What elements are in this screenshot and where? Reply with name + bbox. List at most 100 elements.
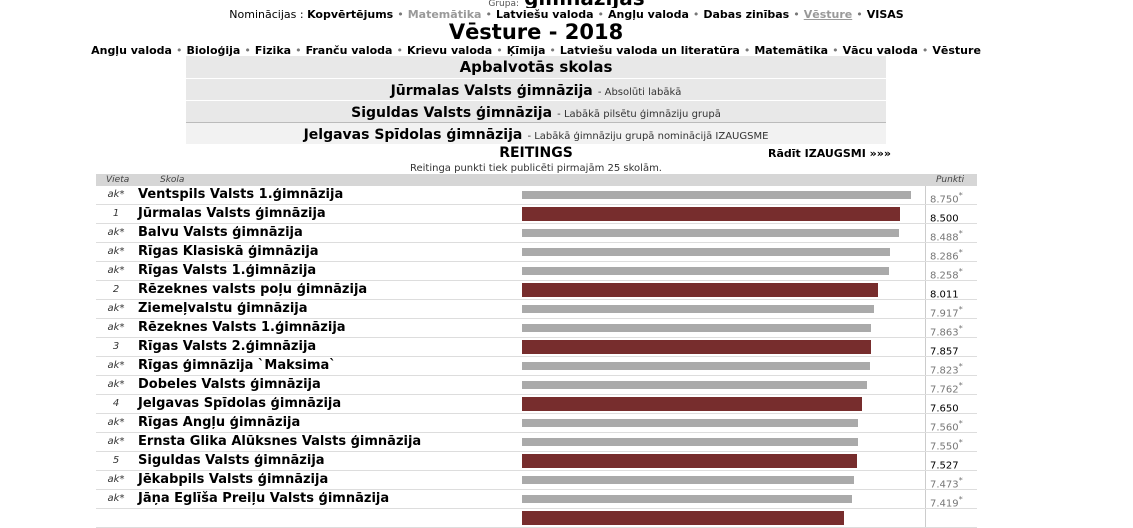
- table-row: ak* Ziemeļvalstu ģimnāzija 7.917*: [96, 300, 977, 319]
- school-name-cell[interactable]: Rēzeknes valsts poļu ģimnāzija: [138, 282, 368, 297]
- separator-dot: •: [244, 44, 251, 57]
- separator-dot: •: [856, 8, 863, 21]
- school-name-cell[interactable]: Jāņa Eglīša Preiļu Valsts ģimnāzija: [138, 491, 390, 506]
- page-title: Vēsture - 2018: [448, 20, 624, 44]
- points-cell: 7.762*: [925, 376, 977, 395]
- award-school-name[interactable]: Jelgavas Spīdolas ģimnāzija: [303, 127, 523, 143]
- school-name-cell[interactable]: Rīgas Valsts 1.ģimnāzija: [138, 263, 317, 278]
- table-row: ak* Balvu Valsts ģimnāzija 8.488*: [96, 224, 977, 243]
- school-name-cell[interactable]: Ventspils Valsts 1.ģimnāzija: [138, 187, 344, 202]
- table-row: ak* Rīgas Angļu ģimnāzija 7.560*: [96, 414, 977, 433]
- subjects-nav: Angļu valoda • Bioloģija • Fizika • Franču val…: [0, 44, 1072, 57]
- score-bar: [522, 476, 854, 484]
- subject-link[interactable]: Latviešu valoda un literatūra: [559, 44, 740, 57]
- nomination-link-kopvertejums[interactable]: Kopvērtējums: [307, 8, 394, 21]
- school-name-cell[interactable]: Rīgas ģimnāzija `Maksima`: [138, 358, 336, 373]
- table-row: ak* Jēkabpils Valsts ģimnāzija 7.473*: [96, 471, 977, 490]
- school-name-cell[interactable]: Jūrmalas Valsts ģimnāzija: [138, 206, 326, 221]
- rank-cell: ak*: [96, 490, 136, 508]
- award-item: Siguldas Valsts ģimnāzija - Labākā pilsē…: [186, 100, 886, 122]
- school-name-cell[interactable]: Jēkabpils Valsts ģimnāzija: [138, 472, 329, 487]
- school-name-cell[interactable]: Rēzeknes Valsts 1.ģimnāzija: [138, 320, 346, 335]
- rank-cell: ak*: [96, 471, 136, 489]
- table-row: ak* Jāņa Eglīša Preiļu Valsts ģimnāzija 7.…: [96, 490, 977, 509]
- subject-link[interactable]: Fizika: [254, 44, 292, 57]
- nomination-link-visas[interactable]: VISAS: [866, 8, 904, 21]
- rank-cell: ak*: [96, 414, 136, 432]
- awarded-schools-title: Apbalvotās skolas: [459, 58, 613, 76]
- school-name-cell[interactable]: Balvu Valsts ģimnāzija: [138, 225, 303, 240]
- table-row: 1 Jūrmalas Valsts ģimnāzija 8.500: [96, 205, 977, 224]
- rank-cell: ak*: [96, 433, 136, 451]
- rank-cell: ak*: [96, 376, 136, 394]
- nomination-link-vesture[interactable]: Vēsture: [803, 8, 853, 21]
- rating-table: Vieta Skola Punkti ak* Ventspils Valsts 1…: [96, 174, 977, 528]
- school-name-cell[interactable]: Rīgas Angļu ģimnāzija: [138, 415, 301, 430]
- points-value: 7.863: [930, 327, 959, 339]
- estimate-star: *: [958, 304, 963, 314]
- score-bar: [522, 362, 870, 370]
- points-cell: 8.286*: [925, 243, 977, 262]
- separator-dot: •: [692, 8, 700, 21]
- group-label: Grupa:: [488, 0, 520, 8]
- separator-dot: •: [832, 44, 839, 57]
- school-name-cell[interactable]: Jelgavas Spīdolas ģimnāzija: [138, 396, 342, 411]
- points-cell: 7.560*: [925, 414, 977, 433]
- estimate-star: *: [958, 418, 963, 428]
- score-bar: [522, 397, 862, 411]
- nomination-link-anglu-valoda[interactable]: Angļu valoda: [608, 8, 689, 21]
- table-row: ak* Rīgas ģimnāzija `Maksima` 7.823*: [96, 357, 977, 376]
- school-name-cell[interactable]: Ernsta Glika Alūksnes Valsts ģimnāzija: [138, 434, 422, 449]
- nominations-label: Nominācijas :: [229, 8, 304, 21]
- subject-link[interactable]: Angļu valoda: [91, 44, 172, 57]
- table-row: 2 Rēzeknes valsts poļu ģimnāzija 8.011: [96, 281, 977, 300]
- estimate-star: *: [958, 380, 963, 390]
- points-value: 8.750: [930, 194, 959, 206]
- subject-link[interactable]: Vēsture: [932, 44, 981, 57]
- score-bar: [522, 511, 844, 525]
- points-cell: 7.527: [925, 452, 977, 471]
- points-value: 8.011: [930, 289, 959, 301]
- table-row: 3 Rīgas Valsts 2.ģimnāzija 7.857: [96, 338, 977, 357]
- points-cell: 7.473*: [925, 471, 977, 491]
- nomination-link-matematika[interactable]: Matemātika: [407, 8, 482, 21]
- points-cell: 7.650: [925, 395, 977, 415]
- school-name-cell[interactable]: Ziemeļvalstu ģimnāzija: [138, 301, 308, 316]
- rank-cell: ak*: [96, 357, 136, 375]
- points-cell: 7.419*: [925, 490, 977, 510]
- table-row: ak* Ernsta Glika Alūksnes Valsts ģimnāzij…: [96, 433, 977, 452]
- rank-cell: 4: [96, 395, 136, 413]
- points-value: 7.917: [930, 308, 959, 320]
- award-school-name[interactable]: Siguldas Valsts ģimnāzija: [351, 105, 553, 121]
- score-bar: [522, 191, 911, 199]
- show-growth-link[interactable]: Rādīt IZAUGSMI »»»: [768, 147, 891, 160]
- school-name-cell[interactable]: Rīgas Klasiskā ģimnāzija: [138, 244, 319, 259]
- estimate-star: *: [958, 475, 963, 485]
- score-bar: [522, 381, 867, 389]
- group-line: Grupa: ģimnāzijas: [0, 0, 1133, 8]
- separator-dot: •: [743, 44, 751, 57]
- school-name-cell[interactable]: Rīgas Valsts 2.ģimnāzija: [138, 339, 317, 354]
- award-description: - Labākā pilsētu ģimnāziju grupā: [557, 109, 721, 120]
- nomination-link-dabas-zinibas[interactable]: Dabas zinības: [703, 8, 790, 21]
- points-cell: [925, 509, 977, 527]
- subject-link[interactable]: Franču valoda: [305, 44, 393, 57]
- school-name-cell[interactable]: Dobeles Valsts ģimnāzija: [138, 377, 321, 392]
- points-value: 7.473: [930, 479, 959, 491]
- award-school-name[interactable]: Jūrmalas Valsts ģimnāzija: [390, 83, 593, 99]
- school-name-cell[interactable]: Siguldas Valsts ģimnāzija: [138, 453, 325, 468]
- rank-cell: ak*: [96, 243, 136, 261]
- points-value: 7.650: [930, 403, 959, 415]
- rating-title: REITINGS: [499, 145, 573, 161]
- points-value: 7.419: [930, 498, 959, 510]
- subject-link[interactable]: Krievu valoda: [406, 44, 493, 57]
- points-cell: 7.917*: [925, 300, 977, 320]
- estimate-star: *: [958, 323, 963, 333]
- subject-link[interactable]: Matemātika: [754, 44, 829, 57]
- subject-link[interactable]: Vācu valoda: [842, 44, 918, 57]
- subject-link[interactable]: Bioloģija: [186, 44, 241, 57]
- nominations-nav: Nominācijas : Kopvērtējums • Matemātika • La…: [0, 8, 1133, 21]
- score-bar: [522, 419, 858, 427]
- subject-link[interactable]: Ķīmija: [506, 44, 546, 57]
- nomination-link-latviesu-valoda[interactable]: Latviešu valoda: [495, 8, 594, 21]
